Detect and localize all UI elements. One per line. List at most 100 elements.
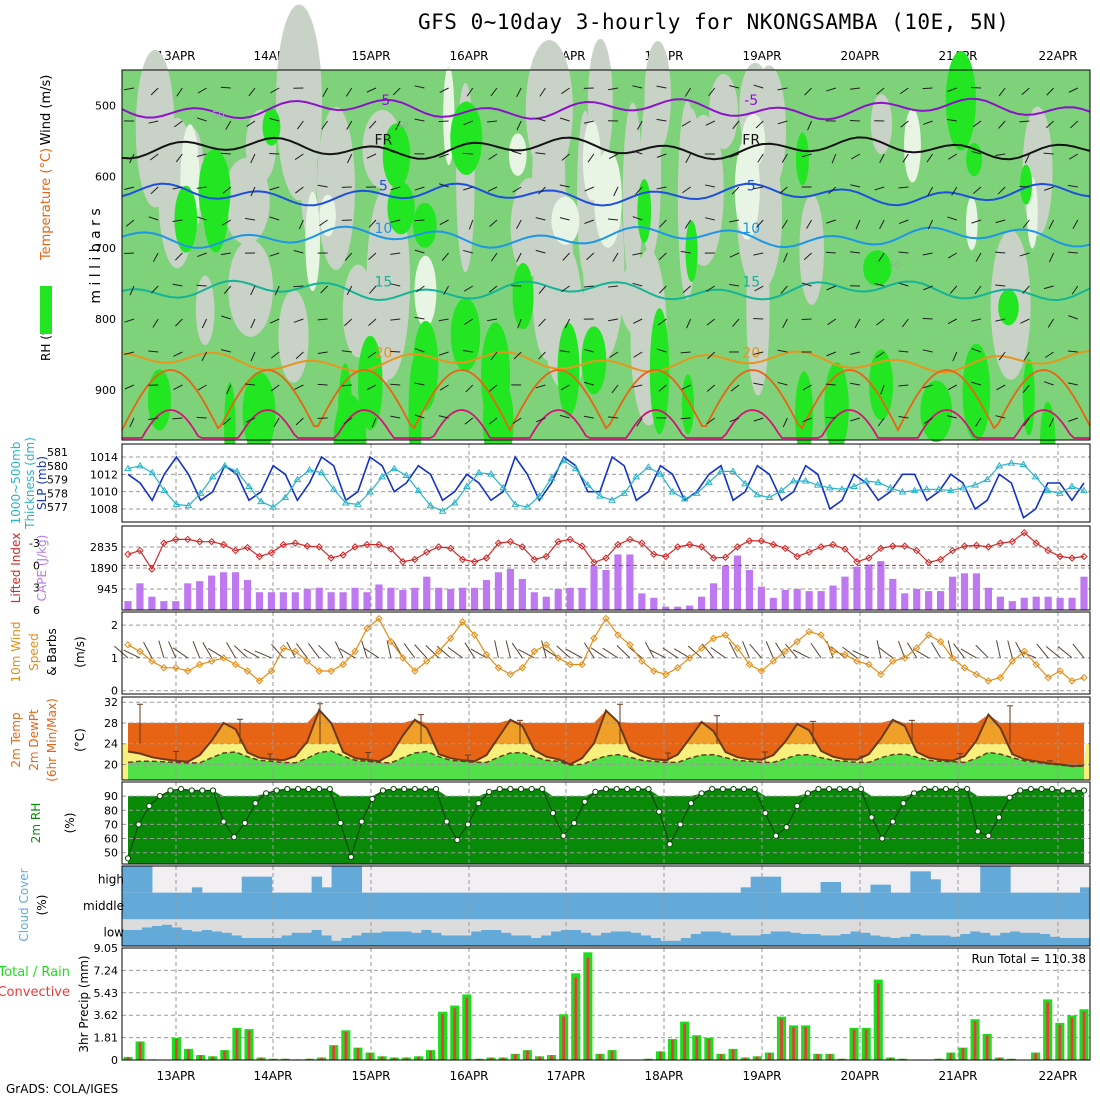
cloud-low-60 (720, 932, 732, 946)
thickness-point-70 (971, 481, 979, 488)
wind-barb-35-3 (973, 186, 982, 194)
wind-barb-27-9 (777, 381, 788, 386)
rh-label-1: 50 (396, 120, 409, 131)
wind-barb-10-4 (368, 219, 377, 228)
cloud-low-gap-3 (151, 919, 163, 926)
rh2-point-43 (581, 798, 588, 805)
cloud-low-9 (211, 931, 223, 946)
wind-barb-34-0 (947, 87, 957, 92)
cloud-low-gap-48 (601, 919, 612, 933)
wind-point-79 (1068, 677, 1076, 685)
rh2-point-13 (262, 790, 270, 797)
wind-barb10-44 (644, 641, 655, 659)
wind-barb-38-7 (1047, 318, 1055, 328)
precip-tick-4: 7.24 (94, 964, 119, 977)
cloud-low-20 (321, 935, 333, 946)
wind-barb-20-6 (608, 285, 619, 288)
cape-bar-56 (793, 588, 801, 610)
wind-barb10-31 (494, 640, 499, 659)
lifted-point-3 (160, 539, 168, 547)
thickness-point-74 (1019, 460, 1028, 467)
cloud-low-gap-77 (890, 919, 901, 938)
lifted-point-42 (626, 535, 634, 544)
cloud-low-84 (960, 934, 971, 946)
cape-bar-40 (602, 570, 610, 610)
wind-barb10-54 (765, 641, 774, 659)
wind-barb-22-8 (656, 348, 667, 353)
wind-barb-19-8 (584, 348, 594, 353)
wind-barb10-46 (662, 647, 678, 659)
rh2-point-27 (411, 785, 418, 793)
wind-barb-17-8 (538, 351, 546, 360)
cloud-middle-57 (690, 892, 702, 920)
label-cloud-unit: (%) (35, 895, 49, 916)
lifted-point-67 (924, 558, 933, 567)
wind-barb-38-3 (1044, 186, 1054, 191)
wind-barb-32-0 (899, 87, 909, 95)
cloud-middle-35 (471, 892, 482, 920)
wind-barb-14-5 (463, 249, 473, 254)
wind-barb-6-8 (270, 351, 280, 359)
precip-conv-8 (223, 1050, 227, 1060)
thickness-point-21 (378, 472, 387, 480)
cloud-middle-50 (620, 892, 632, 920)
wind-barb-15-9 (488, 384, 498, 392)
rh2-point-50 (656, 808, 663, 815)
precip-conv-40 (610, 1050, 614, 1060)
rh2-point-65 (815, 785, 822, 793)
lifted-point-5 (184, 535, 192, 544)
cloud-middle-37 (491, 892, 502, 920)
rh2-point-49 (645, 785, 652, 793)
wind-barb-23-8 (680, 351, 691, 354)
top-date-label-9: 22APR (1038, 49, 1077, 63)
cloud-low-gap-19 (311, 919, 323, 930)
wind-barb-37-4 (1022, 219, 1030, 229)
wind-barb10-80 (1072, 643, 1085, 659)
cloud-low-gap-80 (920, 919, 931, 936)
wind-point-28 (458, 618, 467, 626)
cloud-middle-46 (581, 892, 592, 920)
cloud-high-76 (880, 884, 891, 893)
precip-conv-45 (671, 1040, 674, 1060)
cloud-low-94 (1060, 938, 1071, 946)
rh-bright-blob-35 (863, 250, 892, 287)
thickness-point-2 (148, 468, 157, 476)
rh2-tick-0: 50 (104, 847, 118, 860)
wind-barb-18-5 (562, 252, 570, 261)
wind-barb-18-8 (559, 350, 570, 353)
wind-barb-30-4 (855, 219, 861, 230)
cloud-low-26 (381, 931, 392, 946)
cloud-low-gap-70 (820, 919, 832, 936)
cloud-low-gap-94 (1060, 919, 1071, 938)
cloud-low-73 (850, 931, 861, 946)
cloud-middle-66 (780, 892, 792, 920)
wind-frame (121, 611, 1091, 695)
cloud-low-0 (122, 930, 133, 946)
wind-barb-31-5 (878, 252, 885, 262)
rh2-point-38 (528, 785, 535, 793)
cloud-low-gap-63 (750, 919, 762, 936)
label-cape: CAPE (J/kg) (35, 535, 49, 602)
wind-barb-10-5 (368, 252, 377, 261)
lifted-point-33 (518, 543, 527, 551)
wind-barb-33-0 (922, 87, 933, 90)
slp-line (127, 455, 1085, 519)
cloud-middle-51 (630, 892, 642, 920)
rh2-point-39 (539, 785, 546, 793)
temp-tick-3: 32 (104, 696, 118, 709)
wind-barb-29-0 (826, 87, 836, 92)
wind-point-5 (184, 667, 192, 675)
rh2-band-5 (128, 789, 1084, 864)
thickness-tick-2: 579 (47, 474, 68, 487)
rh2-point-20 (337, 819, 344, 827)
wind-barb-24-1 (705, 120, 716, 126)
thickness-tick-1: 578 (47, 487, 68, 500)
rh2-point-74 (910, 790, 918, 797)
cape-bar-38 (578, 587, 586, 610)
wind-barb-24-8 (707, 351, 716, 360)
cape-bar-74 (1008, 601, 1016, 610)
wind-barb-10-7 (368, 318, 377, 326)
cloud-low-gap-2 (141, 919, 153, 928)
rh2-tick-3: 80 (104, 804, 118, 817)
wind-point-75 (1020, 647, 1028, 656)
